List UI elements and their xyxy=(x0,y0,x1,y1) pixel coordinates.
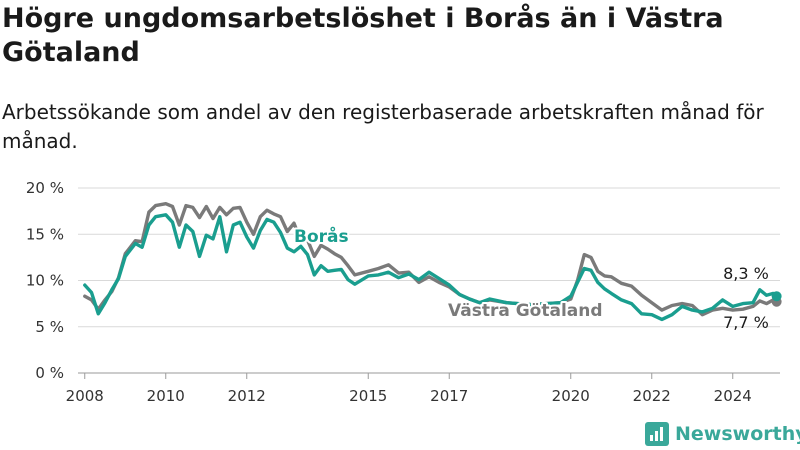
chart-subtitle: Arbetssökande som andel av den registerb… xyxy=(2,100,764,153)
boras-end-value-label: 8,3 % xyxy=(723,264,769,283)
x-tick-label: 2015 xyxy=(349,387,387,405)
x-tick-label: 2008 xyxy=(66,387,104,405)
brand-logo: Newsworthy xyxy=(645,420,800,448)
x-tick-label: 2024 xyxy=(714,387,752,405)
chart-title: Högre ungdomsarbetslöshet i Borås än i V… xyxy=(2,3,724,68)
newsworthy-chart-icon xyxy=(645,422,669,446)
x-tick-label: 2012 xyxy=(228,387,266,405)
x-tick-label: 2017 xyxy=(430,387,468,405)
y-tick-label: 15 % xyxy=(26,225,64,243)
brand-name: Newsworthy xyxy=(675,423,800,445)
vastra-gotaland-series-label: Västra Götaland xyxy=(448,301,603,321)
series-lines xyxy=(83,202,782,322)
x-tick-label: 2020 xyxy=(552,387,590,405)
y-tick-label: 0 % xyxy=(35,364,64,382)
x-tick-label: 2010 xyxy=(147,387,185,405)
grid-lines xyxy=(78,187,780,374)
boras-series-label: Borås xyxy=(294,225,349,247)
chart-labels: Borås Västra Götaland 8,3 % 7,7 % xyxy=(292,223,769,332)
vastra-gotaland-line xyxy=(83,202,779,317)
y-tick-label: 10 % xyxy=(26,272,64,290)
boras-line xyxy=(83,213,779,322)
vastra-gotaland-end-value-label: 7,7 % xyxy=(723,313,769,332)
x-tick-label: 2022 xyxy=(633,387,671,405)
boras-end-point xyxy=(771,291,782,302)
y-tick-label: 20 % xyxy=(26,179,64,197)
y-tick-label: 5 % xyxy=(35,318,64,336)
axis-ticks: 0 % 5 % 10 % 15 % 20 % 2008 2010 2012 2015 2017 20… xyxy=(26,179,752,405)
